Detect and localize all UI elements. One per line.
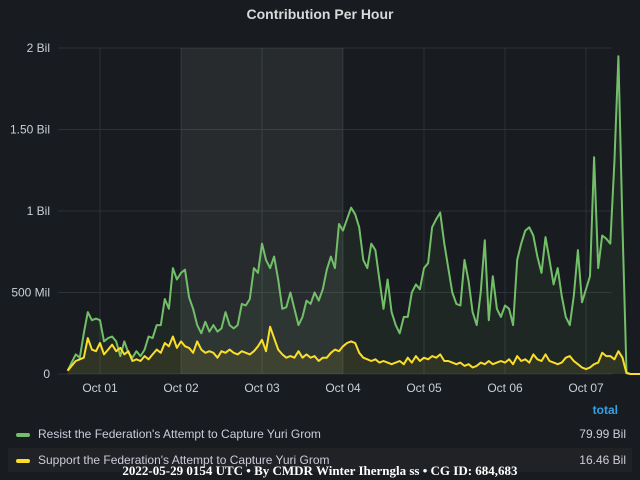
line-chart: 0 500 Mil 1 Bil 1.50 Bil 2 Bil Oct 01 Oct 02 Oc… (10, 41, 640, 395)
legend-label-support: Support the Federation's Attempt to Capt… (38, 453, 330, 467)
x-tick-label: Oct 03 (244, 381, 280, 395)
legend-swatch-support (16, 459, 30, 463)
y-tick-label: 0 (43, 367, 50, 381)
series-layer (66, 55, 640, 375)
x-tick-label: Oct 07 (568, 381, 604, 395)
legend-total-support: 16.46 Bil (579, 453, 626, 467)
y-tick-label: 2 Bil (27, 41, 50, 55)
grid-layer (58, 47, 612, 375)
series-line-1 (66, 325, 640, 375)
y-tick-label: 1.50 Bil (10, 123, 50, 137)
y-tick-label: 500 Mil (11, 286, 50, 300)
x-tick-label: Oct 06 (487, 381, 523, 395)
series-line-0 (66, 55, 640, 375)
footer-caption: 2022-05-29 0154 UTC • By CMDR Winter Ihe… (122, 463, 518, 478)
highlight-layer (181, 48, 343, 374)
legend-swatch-resist (16, 433, 30, 437)
legend-total-header[interactable]: total (592, 403, 618, 417)
y-tick-label: 1 Bil (27, 204, 50, 218)
x-tick-label: Oct 04 (325, 381, 361, 395)
series-area-0 (67, 56, 640, 374)
x-tick-label: Oct 01 (82, 381, 118, 395)
legend-item-resist[interactable]: Resist the Federation's Attempt to Captu… (8, 422, 632, 446)
legend-total-resist: 79.99 Bil (579, 427, 626, 441)
legend-label-resist: Resist the Federation's Attempt to Captu… (38, 427, 321, 441)
x-tick-label: Oct 05 (406, 381, 442, 395)
axis-layer: 0 500 Mil 1 Bil 1.50 Bil 2 Bil Oct 01 Oct 02 Oc… (10, 41, 604, 395)
highlight-band (181, 48, 343, 374)
chart-title: Contribution Per Hour (246, 6, 394, 22)
legend-item-support[interactable]: Support the Federation's Attempt to Capt… (8, 448, 632, 472)
series-area-1 (67, 326, 640, 374)
x-tick-label: Oct 02 (163, 381, 199, 395)
